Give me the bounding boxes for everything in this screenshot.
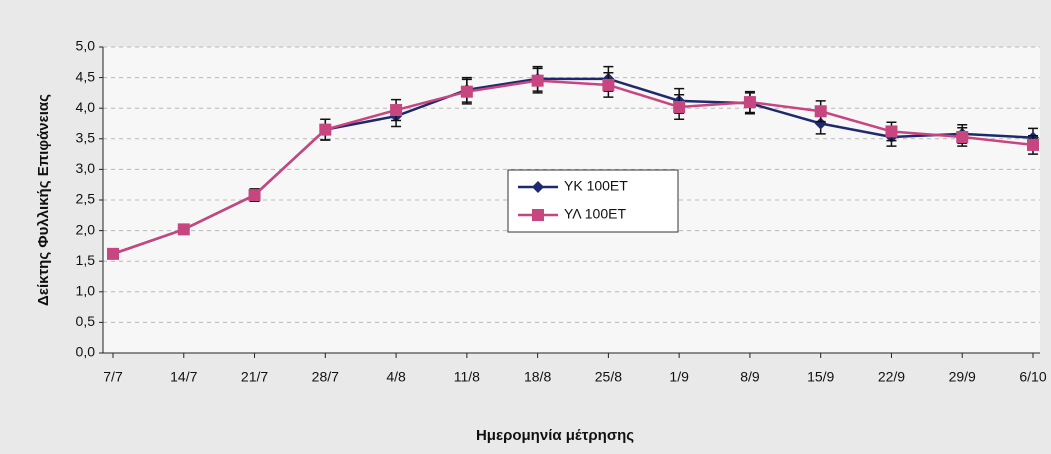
point	[814, 105, 827, 118]
point	[885, 125, 898, 138]
y-tick-label: 5,0	[76, 38, 96, 54]
legend	[507, 169, 679, 233]
y-tick-label: 0,5	[76, 313, 96, 329]
x-tick-label: 6/10	[1019, 369, 1046, 385]
y-tick-label: 2,0	[76, 221, 96, 237]
x-tick-label: 25/8	[595, 369, 622, 385]
point	[531, 74, 544, 87]
series-line	[112, 79, 1034, 256]
x-tick-label: 15/9	[807, 369, 834, 385]
x-tick-label: 14/7	[170, 369, 197, 385]
y-tick-label: 3,0	[76, 160, 96, 176]
point	[532, 209, 544, 221]
x-tick-label: 4/8	[386, 369, 406, 385]
point	[319, 123, 332, 136]
legend-label: ΥΚ 100ΕΤ	[564, 178, 628, 194]
x-tick-label: 7/7	[103, 369, 123, 385]
legend-label: ΥΛ 100ΕΤ	[564, 206, 626, 222]
x-tick-label: 22/9	[878, 369, 905, 385]
y-tick-label: 3,5	[76, 130, 96, 146]
point	[602, 78, 615, 91]
x-tick-label: 28/7	[312, 369, 339, 385]
point	[177, 223, 190, 236]
point	[248, 189, 261, 202]
y-axis-title: Δείκτης Φυλλικής Επιφάνειας	[35, 94, 52, 306]
x-tick-label: 21/7	[241, 369, 268, 385]
y-tick-label: 1,5	[76, 252, 96, 268]
y-tick-label: 4,5	[76, 68, 96, 84]
point	[390, 104, 403, 117]
point	[1027, 138, 1039, 151]
y-tick-label: 0,0	[76, 344, 96, 360]
y-tick-label: 1,0	[76, 283, 96, 299]
point	[743, 96, 756, 109]
x-tick-label: 18/8	[524, 369, 551, 385]
point	[107, 247, 119, 260]
point	[673, 100, 686, 113]
x-axis-title: Ημερομηνία μέτρησης	[476, 427, 634, 444]
x-tick-label: 11/8	[454, 369, 480, 385]
point	[956, 130, 969, 143]
point	[532, 181, 544, 193]
point	[460, 85, 473, 98]
x-tick-label: 29/9	[949, 369, 976, 385]
x-tick-label: 8/9	[740, 369, 760, 385]
y-tick-label: 4,0	[76, 99, 96, 115]
x-tick-label: 1/9	[669, 369, 689, 385]
point	[814, 117, 827, 130]
y-tick-label: 2,5	[76, 191, 96, 207]
